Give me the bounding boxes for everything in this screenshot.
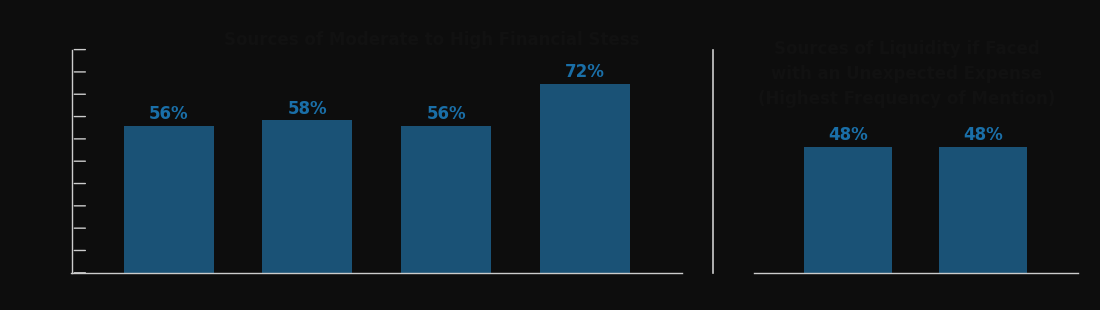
Bar [540,84,630,273]
Text: 48%: 48% [964,126,1003,144]
Bar [939,147,1027,273]
Text: 56%: 56% [148,105,188,123]
Text: 58%: 58% [287,100,327,118]
Text: Sources of Moderate to High Financial Stess: Sources of Moderate to High Financial St… [224,31,639,49]
Bar [804,147,892,273]
Bar [123,126,213,273]
Text: 48%: 48% [828,126,868,144]
Text: Sources of Liquidity if Faced
with an Unexpected Expense
(Highest Frequency of M: Sources of Liquidity if Faced with an Un… [758,40,1055,108]
Text: 56%: 56% [427,105,466,123]
Bar [262,121,352,273]
Bar [402,126,492,273]
Text: 72%: 72% [565,63,605,81]
